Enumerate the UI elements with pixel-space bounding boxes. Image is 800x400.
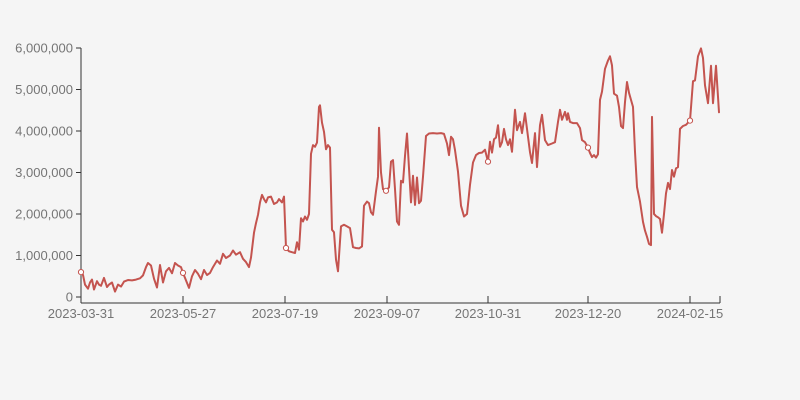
data-point-marker <box>686 117 694 124</box>
data-point-marker <box>584 144 592 151</box>
data-point-marker <box>382 187 390 194</box>
data-point-marker <box>179 269 187 276</box>
y-axis-tick-label: 2,000,000 <box>15 207 73 222</box>
y-axis-tick-label: 1,000,000 <box>15 248 73 263</box>
y-axis-tick-label: 0 <box>66 290 73 305</box>
data-point-marker <box>77 269 85 276</box>
y-axis-tick-label: 6,000,000 <box>15 41 73 56</box>
x-axis-tick-label: 2023-12-20 <box>555 306 622 321</box>
x-axis-tick-label: 2023-10-31 <box>455 306 522 321</box>
data-point-marker <box>282 244 290 252</box>
y-axis-tick-label: 3,000,000 <box>15 165 73 180</box>
x-axis-tick-label: 2023-07-19 <box>252 306 319 321</box>
x-axis-tick-label: 2024-02-15 <box>657 306 724 321</box>
x-axis-tick-label: 2023-09-07 <box>354 306 421 321</box>
data-point-marker <box>484 158 492 165</box>
y-axis-tick-label: 5,000,000 <box>15 82 73 97</box>
y-axis-tick-label: 4,000,000 <box>15 124 73 139</box>
x-axis-tick-label: 2023-03-31 <box>48 306 115 321</box>
series-line <box>80 47 720 293</box>
x-axis-tick-label: 2023-05-27 <box>150 306 217 321</box>
